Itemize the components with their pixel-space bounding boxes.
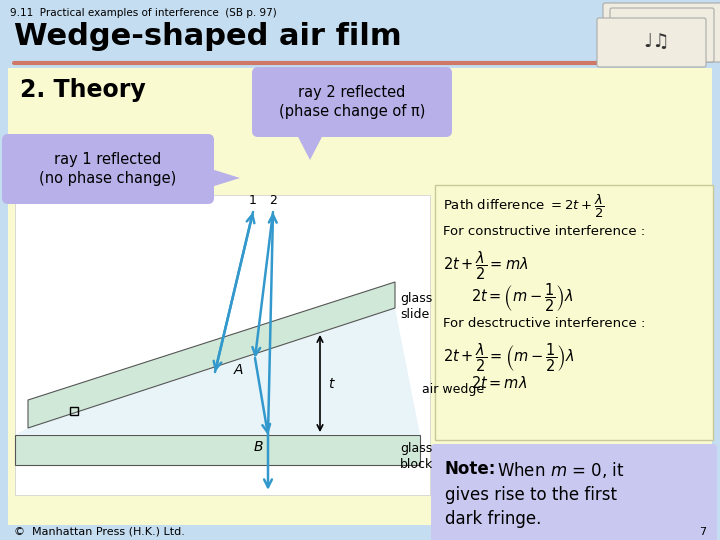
Text: $2t = m\lambda$: $2t = m\lambda$ [471, 375, 527, 391]
Text: 7: 7 [699, 527, 706, 537]
Text: air wedge: air wedge [422, 383, 484, 396]
Text: A: A [233, 363, 243, 377]
Text: ♩♪: ♩♪ [657, 23, 679, 42]
Text: Path difference $= 2t + \dfrac{\lambda}{2}$: Path difference $= 2t + \dfrac{\lambda}{… [443, 193, 605, 220]
Text: ray 1 reflected
(no phase change): ray 1 reflected (no phase change) [40, 152, 176, 186]
Polygon shape [208, 168, 240, 188]
FancyBboxPatch shape [431, 444, 717, 540]
FancyBboxPatch shape [603, 3, 720, 62]
Bar [70, 407, 78, 415]
Text: 2: 2 [269, 193, 277, 206]
Text: For constructive interference :: For constructive interference : [443, 225, 645, 238]
Text: glass
slide: glass slide [400, 292, 432, 321]
Text: t: t [328, 377, 333, 391]
FancyBboxPatch shape [610, 8, 714, 62]
Text: glass
block: glass block [400, 442, 433, 471]
Polygon shape [15, 308, 420, 435]
FancyBboxPatch shape [15, 195, 430, 495]
FancyBboxPatch shape [252, 67, 452, 137]
FancyBboxPatch shape [2, 134, 214, 204]
Text: When $m$ = 0, it: When $m$ = 0, it [497, 460, 625, 480]
FancyBboxPatch shape [8, 68, 712, 525]
Polygon shape [295, 131, 325, 160]
Text: ©  Manhattan Press (H.K.) Ltd.: © Manhattan Press (H.K.) Ltd. [14, 527, 185, 537]
Text: $2t + \dfrac{\lambda}{2} = m\lambda$: $2t + \dfrac{\lambda}{2} = m\lambda$ [443, 249, 528, 281]
Text: 1: 1 [249, 193, 257, 206]
Text: ray 2 reflected
(phase change of π): ray 2 reflected (phase change of π) [279, 85, 426, 119]
Text: ♫♬: ♫♬ [649, 25, 685, 44]
Polygon shape [28, 282, 395, 428]
FancyBboxPatch shape [435, 185, 713, 440]
Text: $2t + \dfrac{\lambda}{2} = \left(m - \dfrac{1}{2}\right)\lambda$: $2t + \dfrac{\lambda}{2} = \left(m - \df… [443, 341, 575, 374]
FancyBboxPatch shape [597, 18, 706, 67]
Text: ♩♫: ♩♫ [644, 32, 670, 51]
Polygon shape [15, 435, 420, 465]
Text: 2. Theory: 2. Theory [20, 78, 145, 102]
Text: Wedge-shaped air film: Wedge-shaped air film [14, 22, 402, 51]
Text: Note:: Note: [445, 460, 496, 478]
Text: For desctructive interference :: For desctructive interference : [443, 317, 645, 330]
Text: dark fringe.: dark fringe. [445, 510, 541, 528]
Text: $2t = \left(m - \dfrac{1}{2}\right)\lambda$: $2t = \left(m - \dfrac{1}{2}\right)\lamb… [471, 281, 574, 314]
Text: 9.11  Practical examples of interference  (SB p. 97): 9.11 Practical examples of interference … [10, 8, 276, 18]
Text: gives rise to the first: gives rise to the first [445, 486, 617, 504]
Text: B: B [253, 440, 263, 454]
